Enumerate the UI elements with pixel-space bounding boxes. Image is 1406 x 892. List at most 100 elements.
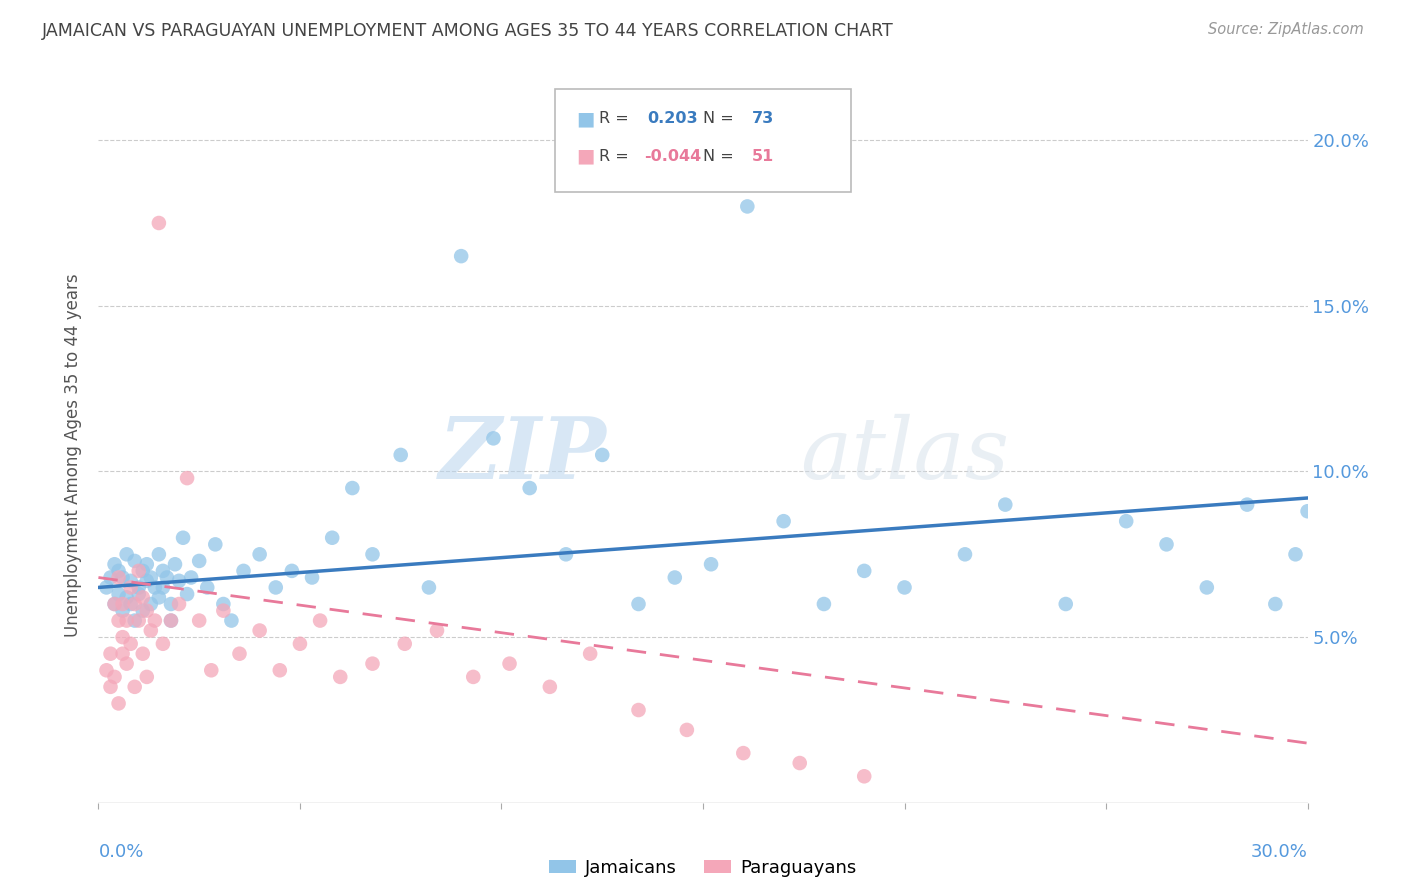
Point	[538, 680, 561, 694]
Point	[120, 637, 142, 651]
Point	[361, 657, 384, 671]
Point	[135, 574, 157, 588]
Point	[152, 564, 174, 578]
Point	[135, 670, 157, 684]
Point	[212, 597, 235, 611]
Point	[1195, 581, 1218, 595]
Text: JAMAICAN VS PARAGUAYAN UNEMPLOYMENT AMONG AGES 35 TO 44 YEARS CORRELATION CHART: JAMAICAN VS PARAGUAYAN UNEMPLOYMENT AMON…	[42, 22, 894, 40]
Point	[389, 448, 412, 462]
Text: 0.0%: 0.0%	[98, 843, 143, 861]
Point	[132, 591, 155, 605]
Point	[249, 624, 271, 638]
Text: R =: R =	[599, 112, 634, 126]
Point	[107, 697, 129, 711]
Point	[160, 597, 183, 611]
Point	[107, 564, 129, 578]
Point	[1054, 597, 1077, 611]
Point	[813, 597, 835, 611]
Point	[115, 614, 138, 628]
Point	[103, 597, 125, 611]
Point	[321, 531, 343, 545]
Point	[555, 547, 578, 561]
Point	[107, 614, 129, 628]
Point	[111, 630, 134, 644]
Point	[426, 624, 449, 638]
Point	[853, 564, 876, 578]
Point	[100, 570, 122, 584]
Text: ■: ■	[576, 146, 595, 166]
Y-axis label: Unemployment Among Ages 35 to 44 years: Unemployment Among Ages 35 to 44 years	[65, 273, 83, 637]
Point	[156, 570, 179, 584]
Point	[737, 199, 759, 213]
Point	[111, 570, 134, 584]
Point	[1156, 537, 1178, 551]
Point	[700, 558, 723, 572]
Point	[143, 614, 166, 628]
Point	[498, 657, 520, 671]
Point	[128, 581, 150, 595]
Point	[124, 554, 146, 568]
Point	[135, 604, 157, 618]
Point	[394, 637, 416, 651]
Point	[148, 547, 170, 561]
Point	[107, 570, 129, 584]
Point	[195, 581, 218, 595]
Point	[519, 481, 541, 495]
Point	[329, 670, 352, 684]
Text: N =: N =	[703, 149, 740, 163]
Point	[994, 498, 1017, 512]
Point	[111, 647, 134, 661]
Point	[301, 570, 323, 584]
Point	[128, 587, 150, 601]
Point	[128, 564, 150, 578]
Text: ZIP: ZIP	[439, 413, 606, 497]
Point	[163, 558, 186, 572]
Point	[132, 647, 155, 661]
Point	[1236, 498, 1258, 512]
Point	[664, 570, 686, 584]
Text: atlas: atlas	[800, 414, 1010, 496]
Point	[103, 597, 125, 611]
Point	[853, 769, 876, 783]
Point	[591, 448, 613, 462]
Point	[482, 431, 505, 445]
Point	[232, 564, 254, 578]
Point	[139, 597, 162, 611]
Point	[264, 581, 287, 595]
Point	[103, 558, 125, 572]
Point	[361, 547, 384, 561]
Text: N =: N =	[703, 112, 740, 126]
Point	[212, 604, 235, 618]
Point	[228, 647, 250, 661]
Point	[281, 564, 304, 578]
Text: 30.0%: 30.0%	[1251, 843, 1308, 861]
Point	[676, 723, 699, 737]
Point	[96, 663, 118, 677]
Point	[627, 703, 650, 717]
Point	[176, 471, 198, 485]
Point	[172, 531, 194, 545]
Point	[120, 581, 142, 595]
Point	[103, 670, 125, 684]
Point	[132, 564, 155, 578]
Point	[188, 614, 211, 628]
Point	[789, 756, 811, 770]
Point	[733, 746, 755, 760]
Point	[135, 558, 157, 572]
Point	[953, 547, 976, 561]
Point	[124, 614, 146, 628]
Point	[1284, 547, 1306, 561]
Point	[132, 604, 155, 618]
Point	[96, 581, 118, 595]
Point	[1296, 504, 1319, 518]
Point	[148, 216, 170, 230]
Point	[152, 581, 174, 595]
Point	[143, 581, 166, 595]
Point	[288, 637, 311, 651]
Point	[249, 547, 271, 561]
Point	[176, 587, 198, 601]
Point	[148, 591, 170, 605]
Point	[221, 614, 243, 628]
Text: 73: 73	[752, 112, 775, 126]
Point	[627, 597, 650, 611]
